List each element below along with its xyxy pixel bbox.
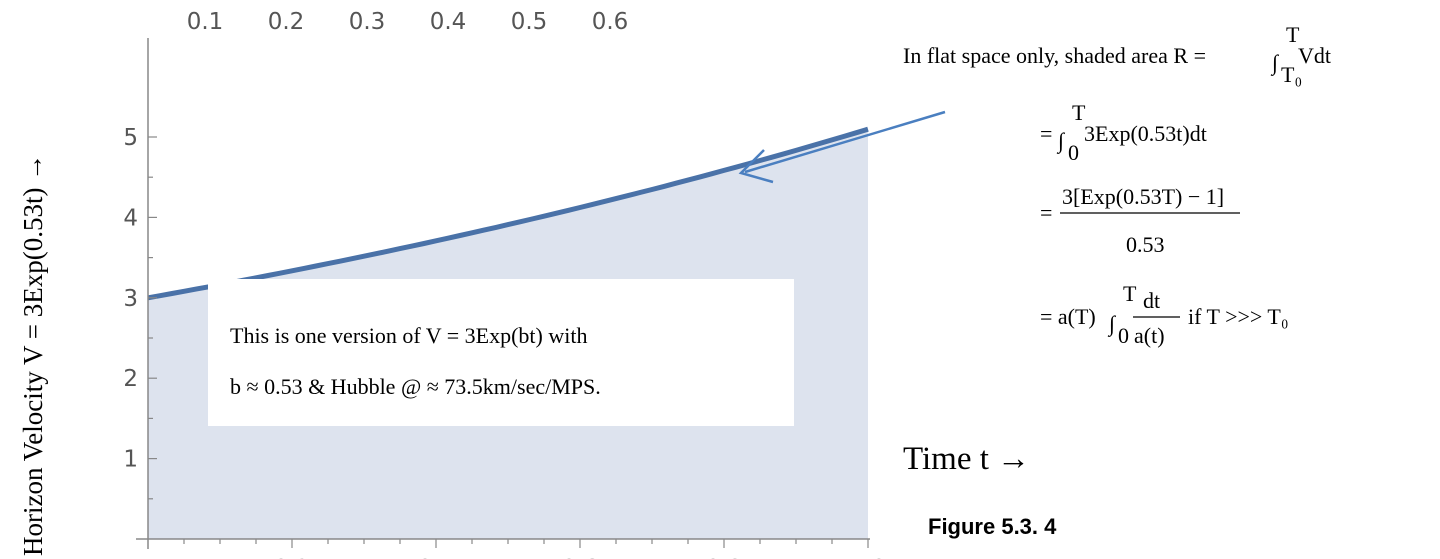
y-tick-label: 5: [123, 125, 138, 151]
eq1-integral: ∫: [1056, 128, 1066, 154]
eq2-denominator: 0.53: [1126, 232, 1165, 257]
x-tick-label: 1.0: [850, 556, 887, 559]
eq3-upper: T: [1123, 281, 1137, 306]
eq3-numerator: dt: [1143, 288, 1160, 313]
annotation-box: [208, 279, 794, 426]
eq3-prefix: = a(T): [1040, 304, 1096, 329]
y-tick-label: 3: [123, 286, 138, 312]
eq-intro-upper: T: [1286, 22, 1300, 47]
top-tick-label: 0.4: [430, 9, 467, 35]
y-tick-label: 1: [123, 447, 138, 473]
top-tick-label: 0.3: [349, 9, 386, 35]
y-tick-label: 2: [123, 366, 138, 392]
equations: In flat space only, shaded area R = ∫ T …: [903, 22, 1331, 348]
eq1-prefix: =: [1040, 121, 1052, 146]
eq1-upper: T: [1072, 100, 1086, 125]
eq-intro-lower: T₀: [1281, 62, 1302, 87]
eq2-numerator: 3[Exp(0.53T) − 1]: [1062, 184, 1224, 209]
eq1-lower: 0: [1068, 140, 1079, 165]
x-tick-label: 0.4: [418, 556, 455, 559]
pointer-arrow: [738, 110, 946, 184]
eq2-prefix: =: [1040, 200, 1052, 225]
velocity-curve: [147, 126, 869, 301]
top-tick-label: 0.1: [187, 9, 224, 35]
x-ticks: 0.2 0.4 0.6 0.8 1.0: [183, 539, 887, 559]
eq3-suffix: if T >>> T₀: [1188, 304, 1289, 329]
x-tick-label: 0.2: [274, 556, 311, 559]
figure-label: Figure 5.3. 4: [928, 514, 1057, 539]
x-axis-label: Time t →: [903, 441, 1030, 477]
top-tick-label: 0.2: [268, 9, 305, 35]
eq3-integral: ∫: [1107, 311, 1117, 337]
x-tick-label: 0.6: [562, 556, 599, 559]
top-tick-labels: 0.1 0.2 0.3 0.4 0.5 0.6: [187, 9, 629, 35]
eq-intro-integrand: Vdt: [1298, 43, 1331, 68]
eq-intro: In flat space only, shaded area R =: [903, 43, 1206, 68]
annotation-line-1: This is one version of V = 3Exp(bt) with: [230, 323, 587, 348]
y-ticks: 1 2 3 4 5: [123, 125, 157, 500]
y-axis-label: Horizon Velocity V = 3Exp(0.53t) →: [18, 154, 48, 556]
x-tick-label: 0.8: [706, 556, 743, 559]
eq-intro-integral: ∫: [1270, 50, 1280, 76]
top-tick-label: 0.5: [511, 9, 548, 35]
annotation-line-2: b ≈ 0.53 & Hubble @ ≈ 73.5km/sec/MPS.: [230, 374, 601, 399]
top-tick-label: 0.6: [592, 9, 629, 35]
eq3-denominator: a(t): [1134, 323, 1165, 348]
y-tick-label: 4: [123, 205, 138, 231]
eq3-lower: 0: [1118, 323, 1129, 348]
eq1-body: 3Exp(0.53t)dt: [1084, 121, 1207, 146]
